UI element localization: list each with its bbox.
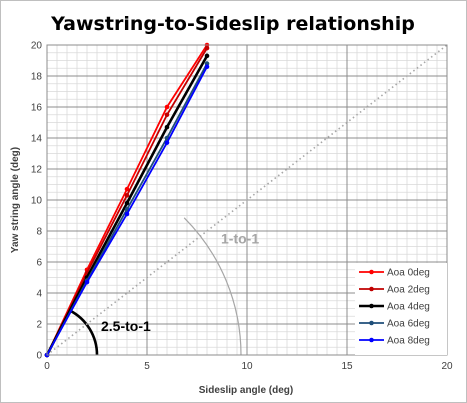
legend-swatch-marker xyxy=(369,303,374,309)
y-axis-label: Yaw string angle (deg) xyxy=(10,147,21,253)
data-point xyxy=(204,53,210,59)
y-tick-label: 8 xyxy=(36,227,42,238)
y-tick-label: 10 xyxy=(31,196,43,207)
legend-label: Aoa 8deg xyxy=(387,336,430,347)
plot-border xyxy=(46,44,448,356)
series-layer xyxy=(44,42,210,358)
annotation-label: 2.5-to-1 xyxy=(101,318,151,334)
x-tick-labels: 0 5 10 15 20 xyxy=(44,361,453,372)
y-tick-labels: 0 2 4 6 8 10 12 14 16 18 20 xyxy=(31,41,43,362)
data-point xyxy=(124,211,130,217)
x-tick-label: 20 xyxy=(441,361,453,372)
legend-swatch-marker xyxy=(369,286,374,292)
legend-item: Aoa 8deg xyxy=(359,336,430,347)
legend-item: Aoa 4deg xyxy=(359,302,430,313)
legend-item: Aoa 6deg xyxy=(359,319,430,330)
data-point xyxy=(124,186,130,192)
y-tick-label: 0 xyxy=(36,351,42,362)
two-point-five-to-one-arc xyxy=(69,309,99,356)
chart-title: Yawstring-to-Sideslip relationship xyxy=(50,13,415,35)
data-point xyxy=(204,64,210,69)
data-point xyxy=(204,45,210,51)
x-tick-label: 15 xyxy=(341,361,353,372)
y-tick-label: 18 xyxy=(31,72,43,83)
reference-line xyxy=(46,44,448,356)
data-point xyxy=(164,104,170,110)
legend-swatch-marker xyxy=(369,269,374,275)
series-5 xyxy=(44,64,210,358)
y-tick-label: 16 xyxy=(31,103,43,114)
x-axis-label: Sideslip angle (deg) xyxy=(199,385,293,396)
annotations: 1-to-1 2.5-to-1 xyxy=(101,230,259,334)
legend-label: Aoa 0deg xyxy=(387,268,430,279)
data-point xyxy=(124,193,130,198)
legend-swatch-marker xyxy=(369,337,374,343)
data-point xyxy=(164,140,170,145)
legend: Aoa 0deg Aoa 2deg Aoa 4deg Aoa 6deg Aoa 8deg xyxy=(355,263,447,355)
y-tick-label: 4 xyxy=(36,289,42,300)
legend-item: Aoa 0deg xyxy=(359,268,430,279)
angle-arcs xyxy=(69,217,242,356)
y-tick-label: 2 xyxy=(36,320,42,331)
x-tick-label: 10 xyxy=(241,361,253,372)
x-tick-label: 0 xyxy=(44,361,50,372)
y-tick-label: 14 xyxy=(31,134,43,145)
x-tick-label: 5 xyxy=(144,361,150,372)
y-tick-label: 20 xyxy=(31,41,43,52)
legend-item: Aoa 2deg xyxy=(359,285,430,296)
one-to-one-arc xyxy=(183,217,242,356)
legend-swatch-marker xyxy=(369,320,374,326)
legend-label: Aoa 4deg xyxy=(387,302,430,313)
data-point xyxy=(124,200,130,206)
legend-label: Aoa 2deg xyxy=(387,285,430,296)
y-tick-label: 6 xyxy=(36,258,42,269)
legend-label: Aoa 6deg xyxy=(387,319,430,330)
data-point xyxy=(164,124,170,130)
one-to-one-line xyxy=(46,44,448,356)
data-point xyxy=(164,112,170,118)
y-tick-label: 12 xyxy=(31,165,43,176)
annotation-label: 1-to-1 xyxy=(221,230,259,246)
data-point xyxy=(84,279,90,285)
plot-area-border xyxy=(46,44,448,356)
